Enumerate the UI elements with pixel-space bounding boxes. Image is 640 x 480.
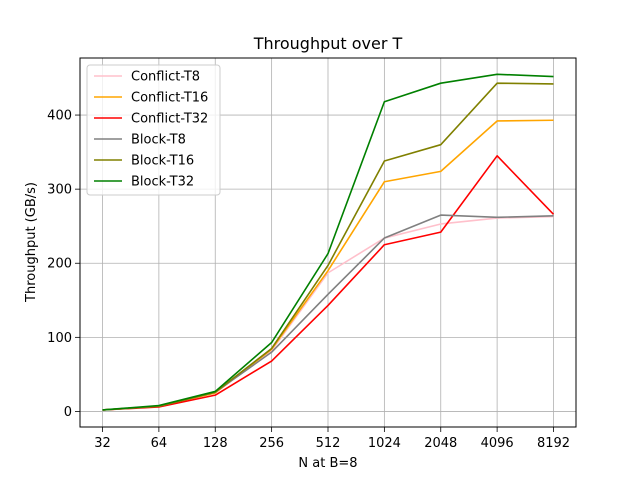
- legend-label: Block-T32: [131, 175, 194, 190]
- x-axis-label: N at B=8: [298, 456, 357, 471]
- y-tick-label: 200: [47, 257, 72, 272]
- x-tick-label: 64: [151, 436, 168, 451]
- legend-label: Block-T8: [131, 133, 186, 148]
- y-axis-ticks: 0 100 200 300 400: [47, 109, 80, 420]
- x-axis-ticks: 32 64 128 256 512 1024 2048 4096 8192: [94, 427, 570, 451]
- legend-label: Conflict-T32: [131, 112, 208, 127]
- series-lines: [102, 73, 555, 411]
- x-tick-label: 512: [316, 436, 341, 451]
- y-tick-label: 0: [64, 405, 72, 420]
- legend-label: Conflict-T8: [131, 70, 200, 85]
- legend-label: Conflict-T16: [131, 91, 208, 106]
- x-tick-label: 32: [94, 436, 111, 451]
- x-tick-label: 1024: [368, 436, 401, 451]
- series-line-block-t32: [102, 73, 554, 411]
- y-tick-label: 300: [47, 183, 72, 198]
- x-tick-label: 4096: [481, 436, 514, 451]
- y-tick-label: 100: [47, 331, 72, 346]
- legend: Conflict-T8 Conflict-T16 Conflict-T32 Block…: [86, 64, 221, 196]
- y-axis-label: Throughput (GB/s): [24, 182, 39, 303]
- legend-label: Block-T16: [131, 154, 194, 169]
- y-tick-label: 400: [47, 109, 72, 124]
- x-tick-label: 8192: [537, 436, 570, 451]
- x-tick-label: 256: [259, 436, 284, 451]
- chart-title: Throughput over T: [253, 34, 403, 53]
- x-tick-label: 2048: [424, 436, 457, 451]
- x-tick-label: 128: [203, 436, 228, 451]
- series-line-conflict-t32: [102, 155, 555, 411]
